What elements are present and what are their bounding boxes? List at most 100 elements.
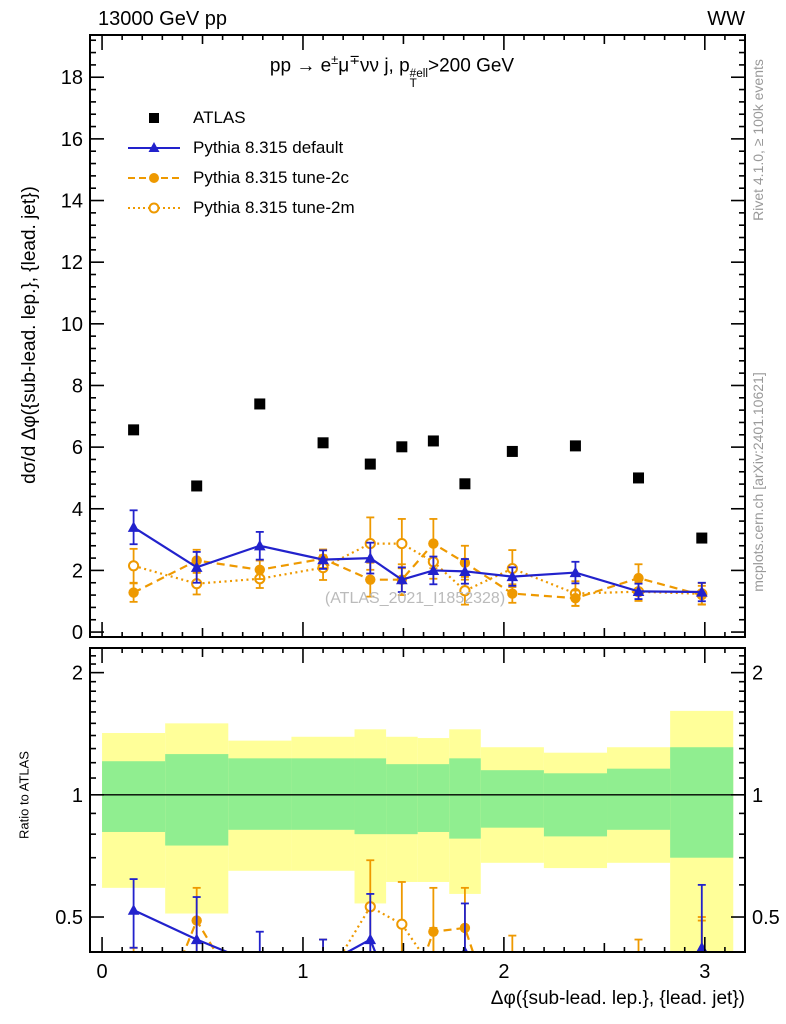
tick-label: 10 bbox=[61, 314, 83, 336]
error-bar bbox=[366, 893, 375, 952]
ratio-band-green bbox=[449, 758, 481, 839]
legend-item-pythia-tune2c: Pythia 8.315 tune-2c bbox=[128, 163, 355, 193]
ratio-band-green bbox=[354, 758, 387, 835]
tune2c-point bbox=[428, 926, 439, 937]
ratio-axis-title: Ratio to ATLAS bbox=[16, 751, 32, 839]
error-bar bbox=[634, 938, 643, 952]
pythia-default-point bbox=[506, 570, 519, 582]
pythia-default-point bbox=[317, 553, 329, 565]
atlas-data-point bbox=[364, 458, 376, 470]
atlas-data-point bbox=[459, 478, 471, 490]
series-Pythia-8-315-default bbox=[127, 509, 708, 603]
axis-ticks bbox=[90, 35, 745, 952]
legend: ATLAS Pythia 8.315 default Pythia 8.315 … bbox=[128, 103, 355, 223]
error-bar bbox=[429, 886, 438, 952]
tune2c-point bbox=[254, 564, 265, 576]
tune2c-point bbox=[365, 996, 375, 1006]
atlas-data-point bbox=[317, 437, 329, 449]
pythia-default-point bbox=[427, 564, 440, 576]
legend-item-pythia-default: Pythia 8.315 default bbox=[128, 133, 355, 163]
error-bar bbox=[398, 970, 406, 1024]
error-bar bbox=[397, 881, 406, 952]
atlas-data-point bbox=[191, 480, 203, 492]
tick-label: 1 bbox=[72, 785, 83, 807]
legend-item-atlas: ATLAS bbox=[128, 103, 355, 133]
panel-frame bbox=[89, 647, 746, 953]
error-bar bbox=[319, 951, 328, 952]
error-bar bbox=[256, 1019, 264, 1024]
pt-superscript-stack: #ell T bbox=[409, 67, 429, 91]
tune2m-point bbox=[192, 986, 201, 995]
tune2c-point bbox=[633, 975, 643, 985]
blue-triangle-line-icon bbox=[128, 142, 180, 152]
atlas-data-point bbox=[633, 472, 645, 484]
tune2m-point bbox=[459, 585, 471, 597]
beam-energy-label: 13000 GeV pp bbox=[98, 8, 227, 30]
error-bar bbox=[429, 956, 437, 1024]
pythia-default-point bbox=[317, 959, 329, 970]
atlas-data-point bbox=[128, 424, 140, 436]
series-ATLAS bbox=[128, 398, 708, 544]
ratio-band-green bbox=[607, 768, 671, 830]
mcplots-arxiv-note: mcplots.cern.ch [arXiv:2401.10621] bbox=[750, 372, 766, 592]
tick-label: 2 bbox=[72, 663, 83, 685]
pythia-default-point bbox=[459, 565, 471, 576]
pythia-default-point bbox=[253, 539, 266, 551]
tune2c-point bbox=[633, 572, 644, 584]
series-Pythia-8-315-default bbox=[127, 878, 708, 1024]
tune2m-point bbox=[318, 980, 327, 989]
y-axis-title: dσ/d Δφ({sub-lead. lep.}, {lead. jet}) bbox=[19, 186, 40, 484]
tick-label: 14 bbox=[61, 191, 83, 213]
atlas-data-point bbox=[427, 435, 439, 447]
analysis-watermark: (ATLAS_2021_I1852328) bbox=[324, 590, 506, 607]
orange-open-circle-dotted-line-icon bbox=[128, 202, 180, 214]
orange-filled-circle-dashed-line-icon bbox=[128, 173, 180, 183]
tick-label: 1 bbox=[752, 785, 763, 807]
tune2m-point bbox=[460, 1015, 469, 1024]
error-bar bbox=[697, 883, 706, 952]
tune2m-point bbox=[396, 918, 408, 930]
ratio-band-green bbox=[670, 747, 734, 858]
atlas-data-point bbox=[696, 532, 708, 544]
pythia-default-point bbox=[364, 552, 377, 563]
tune2m-point bbox=[129, 986, 138, 995]
pythia-default-point bbox=[428, 990, 440, 1001]
pythia-default-point bbox=[254, 959, 266, 970]
ratio-band-green bbox=[291, 758, 355, 830]
tick-label: 16 bbox=[61, 129, 83, 151]
ratio-band-green bbox=[417, 764, 450, 832]
tune2c-point bbox=[507, 588, 518, 599]
legend-item-pythia-tune2m: Pythia 8.315 tune-2m bbox=[128, 193, 355, 223]
error-bar bbox=[571, 1019, 579, 1024]
ratio-band-green bbox=[228, 758, 292, 830]
tick-label: 12 bbox=[61, 252, 83, 274]
tick-label: 0 bbox=[72, 622, 83, 644]
plot-title: pp → e±μ∓νν j, p #ell T >200 GeV bbox=[269, 52, 515, 91]
pythia-default-point bbox=[396, 573, 408, 585]
ratio-band-green bbox=[165, 754, 229, 846]
tune2c-point bbox=[365, 574, 376, 585]
tick-label: 18 bbox=[61, 67, 83, 89]
series-line bbox=[133, 526, 702, 594]
tune2c-point bbox=[255, 1020, 265, 1024]
pythia-default-point bbox=[127, 521, 140, 532]
pythia-default-point bbox=[632, 585, 645, 596]
error-bar bbox=[508, 934, 517, 952]
atlas-data-point bbox=[396, 441, 408, 453]
pythia-default-point bbox=[364, 933, 377, 945]
tick-label: 1 bbox=[297, 961, 308, 983]
tick-label: 2 bbox=[72, 560, 83, 582]
error-bar bbox=[255, 930, 264, 952]
x-axis-title: Δφ({sub-lead. lep.}, {lead. jet}) bbox=[490, 988, 745, 1009]
tune2m-point bbox=[698, 950, 706, 952]
tick-label: 4 bbox=[72, 499, 83, 521]
tick-label: 8 bbox=[72, 375, 83, 397]
pythia-default-point bbox=[190, 933, 203, 945]
ratio-band-green bbox=[480, 770, 544, 828]
error-bar bbox=[366, 951, 375, 952]
pythia-default-point bbox=[569, 566, 582, 578]
pythia-default-point bbox=[127, 904, 140, 915]
tick-label: 0 bbox=[96, 961, 107, 983]
